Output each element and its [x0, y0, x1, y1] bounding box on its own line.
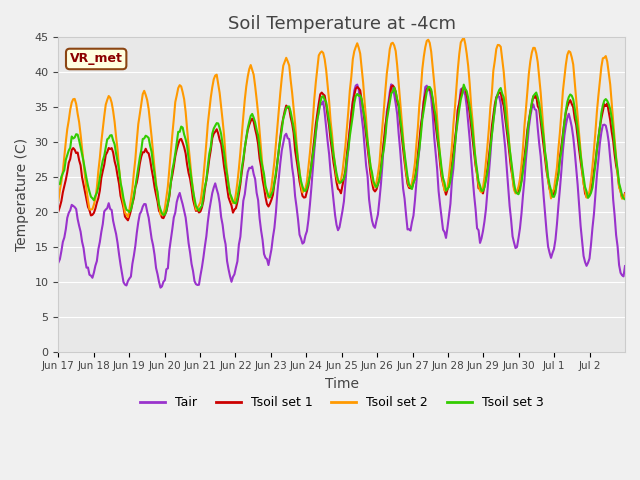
- Tsoil set 3: [620, 195, 627, 201]
- Tsoil set 2: [74, 111, 81, 117]
- Text: VR_met: VR_met: [70, 52, 123, 65]
- Tsoil set 3: [461, 86, 469, 92]
- Tsoil set 3: [460, 82, 468, 87]
- Tsoil set 2: [461, 41, 469, 47]
- Tsoil set 2: [546, 185, 554, 191]
- Tsoil set 1: [54, 208, 62, 214]
- Tsoil set 1: [348, 112, 355, 118]
- Tsoil set 2: [348, 74, 355, 80]
- Line: Tsoil set 2: Tsoil set 2: [58, 37, 625, 217]
- Tsoil set 2: [460, 35, 468, 40]
- Tsoil set 2: [621, 192, 629, 197]
- Tair: [74, 216, 81, 222]
- Tsoil set 1: [461, 86, 469, 92]
- Tsoil set 1: [546, 186, 554, 192]
- Tair: [348, 110, 355, 116]
- Tsoil set 1: [124, 217, 132, 223]
- Tsoil set 2: [620, 195, 627, 201]
- Tair: [92, 263, 99, 269]
- Tair: [621, 263, 629, 269]
- Tair: [461, 92, 469, 98]
- Tsoil set 1: [389, 83, 397, 88]
- Tair: [54, 260, 62, 265]
- Tsoil set 3: [74, 132, 81, 137]
- Line: Tsoil set 3: Tsoil set 3: [58, 84, 625, 215]
- Tsoil set 2: [124, 214, 132, 220]
- Tsoil set 3: [92, 193, 99, 199]
- Tair: [620, 274, 627, 279]
- Legend: Tair, Tsoil set 1, Tsoil set 2, Tsoil set 3: Tair, Tsoil set 1, Tsoil set 2, Tsoil se…: [135, 391, 548, 414]
- X-axis label: Time: Time: [324, 377, 358, 391]
- Tsoil set 1: [621, 191, 629, 196]
- Tsoil set 3: [159, 212, 167, 218]
- Tsoil set 1: [74, 150, 81, 156]
- Tsoil set 3: [348, 123, 355, 129]
- Tsoil set 2: [54, 198, 62, 204]
- Tsoil set 3: [546, 182, 554, 188]
- Tsoil set 1: [92, 206, 99, 212]
- Tsoil set 3: [54, 181, 62, 187]
- Tsoil set 3: [621, 196, 629, 202]
- Tsoil set 2: [92, 196, 99, 202]
- Tair: [387, 82, 395, 87]
- Title: Soil Temperature at -4cm: Soil Temperature at -4cm: [228, 15, 456, 33]
- Line: Tair: Tair: [58, 84, 625, 288]
- Line: Tsoil set 1: Tsoil set 1: [58, 85, 625, 220]
- Tsoil set 1: [620, 195, 627, 201]
- Tair: [546, 250, 554, 256]
- Tair: [157, 285, 164, 290]
- Y-axis label: Temperature (C): Temperature (C): [15, 138, 29, 251]
